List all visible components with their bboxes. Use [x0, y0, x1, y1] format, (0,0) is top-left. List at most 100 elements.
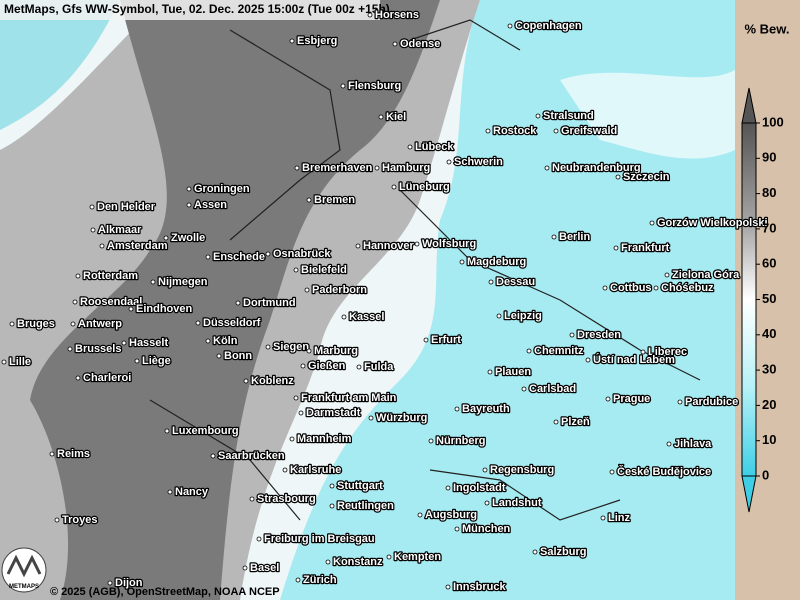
- city-dot: [210, 453, 216, 459]
- city-label: Kassel: [349, 311, 384, 323]
- city-dot: [265, 251, 271, 257]
- city-dot: [300, 363, 306, 369]
- city-label: München: [462, 523, 511, 535]
- city-dot: [289, 38, 295, 44]
- city-dot: [293, 267, 299, 273]
- city-label: Bielefeld: [301, 264, 347, 276]
- city-label: Siegen: [273, 341, 309, 353]
- city-dot: [367, 12, 373, 18]
- cloud-light: [560, 70, 735, 159]
- legend-tick-label: 0: [762, 467, 769, 482]
- city-label: Landshut: [492, 497, 542, 509]
- city-dot: [164, 428, 170, 434]
- city-label: Darmstadt: [306, 407, 361, 419]
- city-dot: [163, 235, 169, 241]
- city-dot: [294, 165, 300, 171]
- city-label: Dortmund: [243, 297, 296, 309]
- city-label: Ústí nad Labem: [593, 353, 675, 366]
- city-label: České Budějovice: [617, 465, 711, 478]
- city-dot: [356, 364, 362, 370]
- city-dot: [414, 241, 420, 247]
- city-label: Bremen: [314, 194, 355, 206]
- logo-mark: [6, 554, 42, 578]
- city-label: Kempten: [394, 551, 441, 563]
- city-label: Hannover: [363, 240, 414, 252]
- borders: [149, 19, 701, 521]
- city-dot: [615, 174, 621, 180]
- city-label: Koblenz: [251, 375, 294, 387]
- city-label: Reutlingen: [337, 500, 394, 512]
- logo-text: METMAPS: [9, 584, 39, 590]
- city-dot: [99, 243, 105, 249]
- city-dot: [70, 321, 76, 327]
- city-dot: [368, 415, 374, 421]
- city-label: Frankfurt am Main: [301, 392, 397, 404]
- legend-tick-label: 80: [762, 185, 776, 200]
- city-label: Freiburg im Breisgau: [264, 533, 375, 545]
- city-dot: [459, 259, 465, 265]
- city-label: Plauen: [495, 366, 531, 378]
- city-dot: [249, 496, 255, 502]
- city-dot: [417, 512, 423, 518]
- city-dot: [496, 313, 502, 319]
- city-label: Konstanz: [333, 556, 383, 568]
- city-label: Wolfsburg: [422, 238, 476, 250]
- city-label: Carlsbad: [529, 383, 576, 395]
- city-dot: [391, 184, 397, 190]
- city-dot: [482, 467, 488, 473]
- city-dot: [664, 272, 670, 278]
- city-label: Roosendaal: [80, 296, 142, 308]
- city-label: Gorzów Wielkopolski: [657, 217, 768, 229]
- city-dot: [205, 338, 211, 344]
- city-label: Chemnitz: [534, 345, 584, 357]
- city-dot: [256, 536, 262, 542]
- city-label: Zwolle: [171, 232, 205, 244]
- city-dot: [600, 515, 606, 521]
- city-dot: [553, 128, 559, 134]
- city-label: Bruges: [17, 318, 55, 330]
- city-label: Copenhagen: [515, 20, 582, 32]
- logo: [1, 547, 47, 593]
- city-dot: [521, 386, 527, 392]
- city-label: Charleroi: [83, 372, 131, 384]
- city-label: Antwerp: [78, 318, 122, 330]
- city-label: Chóśebuz: [661, 282, 714, 294]
- city-dot: [304, 287, 310, 293]
- city-dot: [526, 348, 532, 354]
- city-label: Lille: [9, 356, 31, 368]
- city-label: Fulda: [364, 361, 394, 373]
- city-dot: [295, 577, 301, 583]
- city-dot: [386, 554, 392, 560]
- city-dot: [54, 517, 60, 523]
- city-label: Augsburg: [425, 509, 477, 521]
- city-dot: [329, 483, 335, 489]
- city-dot: [609, 469, 615, 475]
- city-label: Dijon: [115, 577, 143, 589]
- city-label: Basel: [250, 562, 279, 574]
- city-label: Greifswald: [561, 125, 617, 137]
- city-label: Odense: [400, 38, 440, 50]
- city-dot: [454, 406, 460, 412]
- city-dot: [485, 128, 491, 134]
- city-dot: [49, 451, 55, 457]
- city-label: Zielona Góra: [672, 269, 740, 281]
- city-label: Assen: [194, 199, 227, 211]
- city-label: Osnabrück: [273, 248, 331, 260]
- city-dot: [134, 358, 140, 364]
- city-label: Rostock: [493, 125, 537, 137]
- city-dot: [428, 438, 434, 444]
- city-label: Plzeň: [561, 416, 590, 428]
- city-label: Brussels: [75, 343, 121, 355]
- city-dot: [392, 41, 398, 47]
- city-dot: [329, 503, 335, 509]
- city-label: Innsbruck: [453, 581, 506, 593]
- city-label: Karlsruhe: [290, 464, 341, 476]
- city-dot: [544, 165, 550, 171]
- city-label: Paderborn: [312, 284, 367, 296]
- city-dot: [454, 526, 460, 532]
- cloud-dark: [30, 0, 440, 600]
- city-label: Zürich: [303, 574, 337, 586]
- city-dot: [488, 279, 494, 285]
- city-dot: [605, 396, 611, 402]
- city-dot: [1, 359, 7, 365]
